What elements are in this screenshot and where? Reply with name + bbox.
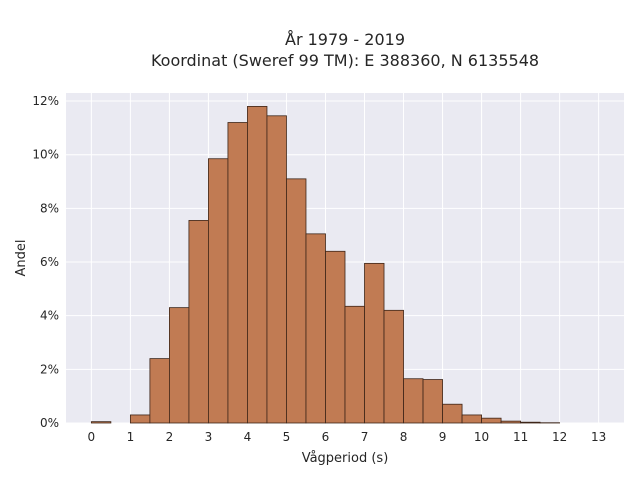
y-axis-label: Andel (14, 240, 29, 277)
chart-title-line-2: Koordinat (Sweref 99 TM): E 388360, N 61… (151, 51, 539, 70)
x-tick-label: 11 (513, 430, 528, 444)
histogram-bar (149, 358, 170, 424)
histogram-bar (247, 106, 268, 424)
y-tick-label: 12% (32, 94, 59, 108)
histogram-bar (344, 305, 365, 424)
histogram-bar (500, 420, 521, 424)
x-tick-label: 6 (322, 430, 330, 444)
x-tick-label: 7 (361, 430, 369, 444)
histogram-bar (286, 178, 307, 424)
y-tick-label: 8% (40, 201, 59, 215)
x-tick-label: 12 (552, 430, 567, 444)
x-tick-labels: 0 1 2 3 4 5 6 7 8 9 10 11 12 13 (88, 430, 607, 444)
histogram-bar (129, 414, 151, 424)
x-tick-label: 9 (439, 430, 447, 444)
histogram-bar (325, 250, 346, 424)
histogram-bar (481, 417, 502, 424)
x-tick-label: 0 (88, 430, 96, 444)
y-tick-label: 2% (40, 362, 59, 376)
x-tick-label: 2 (166, 430, 174, 444)
x-tick-label: 10 (474, 430, 489, 444)
histogram-bar (266, 115, 287, 424)
histogram-bar (90, 421, 112, 424)
x-tick-label: 1 (127, 430, 135, 444)
histogram-bar (442, 403, 463, 424)
histogram-bar (422, 379, 443, 424)
x-tick-label: 13 (591, 430, 606, 444)
histogram-bar (520, 421, 541, 424)
histogram-bar (383, 309, 404, 424)
histogram-bar (305, 233, 326, 424)
x-tick-label: 5 (283, 430, 291, 444)
x-tick-label: 8 (400, 430, 408, 444)
histogram-bar (227, 122, 248, 424)
histogram-bar (364, 262, 385, 424)
y-tick-label: 0% (40, 416, 59, 430)
y-tick-label: 4% (40, 309, 59, 323)
y-tick-labels: 0% 2% 4% 6% 8% 10% 12% (32, 94, 59, 430)
histogram-bar (208, 158, 229, 424)
y-tick-label: 10% (32, 148, 59, 162)
y-tick-label: 6% (40, 255, 59, 269)
bars-group (90, 106, 561, 424)
histogram-bar (403, 378, 424, 424)
x-tick-label: 3 (205, 430, 213, 444)
chart-title-line-1: År 1979 - 2019 (285, 30, 405, 49)
x-tick-label: 4 (244, 430, 252, 444)
x-axis-label: Vågperiod (s) (302, 451, 389, 466)
histogram-bar (461, 414, 482, 424)
histogram-bar (169, 307, 190, 424)
histogram-bar (188, 220, 209, 424)
